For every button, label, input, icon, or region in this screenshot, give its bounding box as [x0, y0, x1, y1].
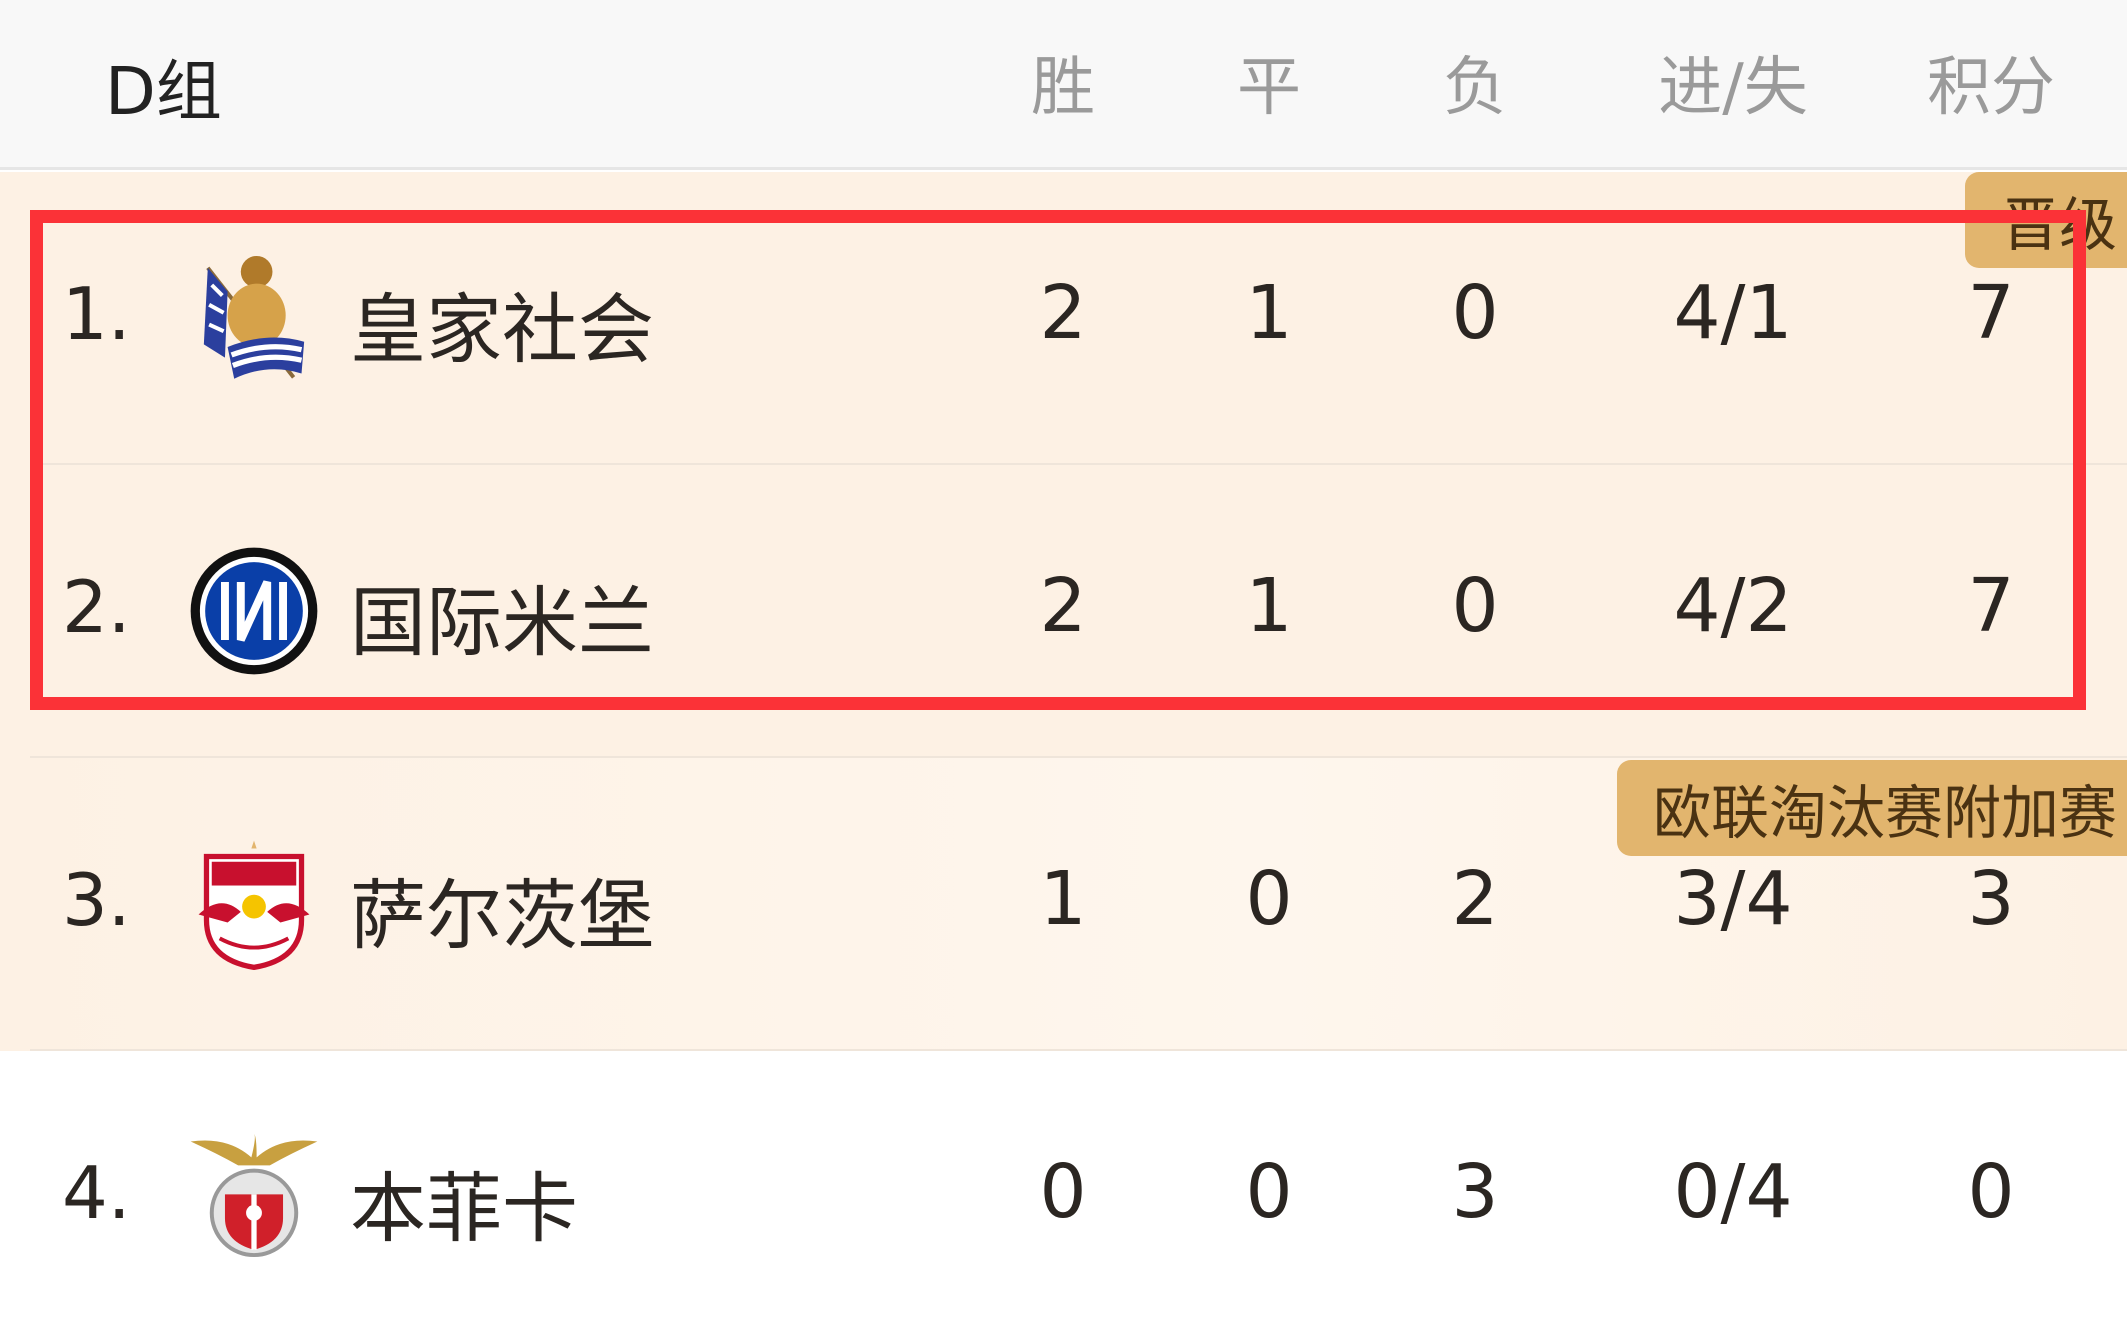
table-header: D组 胜 平 负 进/失 积分 — [0, 0, 2127, 170]
team-name[interactable]: 国际米兰 — [350, 578, 654, 667]
draws: 1 — [1245, 563, 1293, 649]
row-divider — [30, 756, 2127, 758]
goals: 0/4 — [1673, 1149, 1793, 1235]
wins: 2 — [1039, 563, 1087, 649]
rank: 3. — [62, 858, 131, 942]
draws: 0 — [1245, 856, 1293, 942]
team-name[interactable]: 皇家社会 — [350, 285, 654, 374]
losses: 2 — [1451, 856, 1499, 942]
benfica-crest-icon — [190, 1133, 318, 1258]
goals: 4/1 — [1673, 270, 1793, 356]
col-losses: 负 — [1443, 51, 1507, 125]
rank: 2. — [62, 565, 131, 649]
wins: 1 — [1039, 856, 1087, 942]
losses: 0 — [1451, 270, 1499, 356]
points: 7 — [1967, 563, 2015, 649]
draws: 1 — [1245, 270, 1293, 356]
goals: 3/4 — [1673, 856, 1793, 942]
draws: 0 — [1245, 1149, 1293, 1235]
points: 3 — [1967, 856, 2015, 942]
losses: 3 — [1451, 1149, 1499, 1235]
team-name[interactable]: 本菲卡 — [350, 1164, 578, 1253]
rank: 4. — [62, 1151, 131, 1235]
row-divider — [30, 1049, 2127, 1051]
wins: 0 — [1039, 1149, 1087, 1235]
col-goals: 进/失 — [1658, 51, 1808, 125]
rank: 1. — [62, 272, 131, 356]
team-name[interactable]: 萨尔茨堡 — [350, 871, 654, 960]
salzburg-crest-icon — [198, 840, 310, 970]
goals: 4/2 — [1673, 563, 1793, 649]
losses: 0 — [1451, 563, 1499, 649]
table-row[interactable]: 欧联淘汰赛附加赛 3. 萨尔茨堡 1 0 2 3/4 3 — [0, 758, 2127, 1051]
table-row[interactable]: 2. 国际米兰 2 1 0 4/2 7 — [0, 465, 2127, 758]
points: 7 — [1967, 270, 2015, 356]
col-points: 积分 — [1927, 51, 2055, 125]
table-row[interactable]: 4. 本菲卡 0 0 3 0/4 0 — [0, 1051, 2127, 1344]
table-row[interactable]: 晋级 1. 皇家社会 2 1 0 4/1 7 — [0, 172, 2127, 465]
inter-milan-crest-icon — [190, 547, 318, 675]
group-title: D组 — [105, 53, 222, 130]
real-sociedad-crest-icon — [203, 255, 305, 379]
qualified-badge: 晋级 — [1964, 172, 2127, 268]
points: 0 — [1967, 1149, 2015, 1235]
row-divider — [30, 463, 2127, 465]
europa-playoff-badge: 欧联淘汰赛附加赛 — [1616, 760, 2127, 856]
wins: 2 — [1039, 270, 1087, 356]
col-draws: 平 — [1237, 51, 1301, 125]
col-wins: 胜 — [1031, 51, 1095, 125]
